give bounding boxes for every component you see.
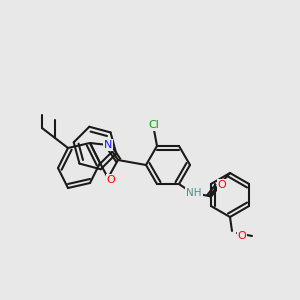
Text: O: O bbox=[106, 175, 116, 185]
Text: O: O bbox=[238, 231, 246, 241]
Text: O: O bbox=[218, 180, 226, 190]
Text: N: N bbox=[104, 140, 112, 150]
Text: NH: NH bbox=[186, 188, 202, 198]
Text: Cl: Cl bbox=[148, 120, 159, 130]
